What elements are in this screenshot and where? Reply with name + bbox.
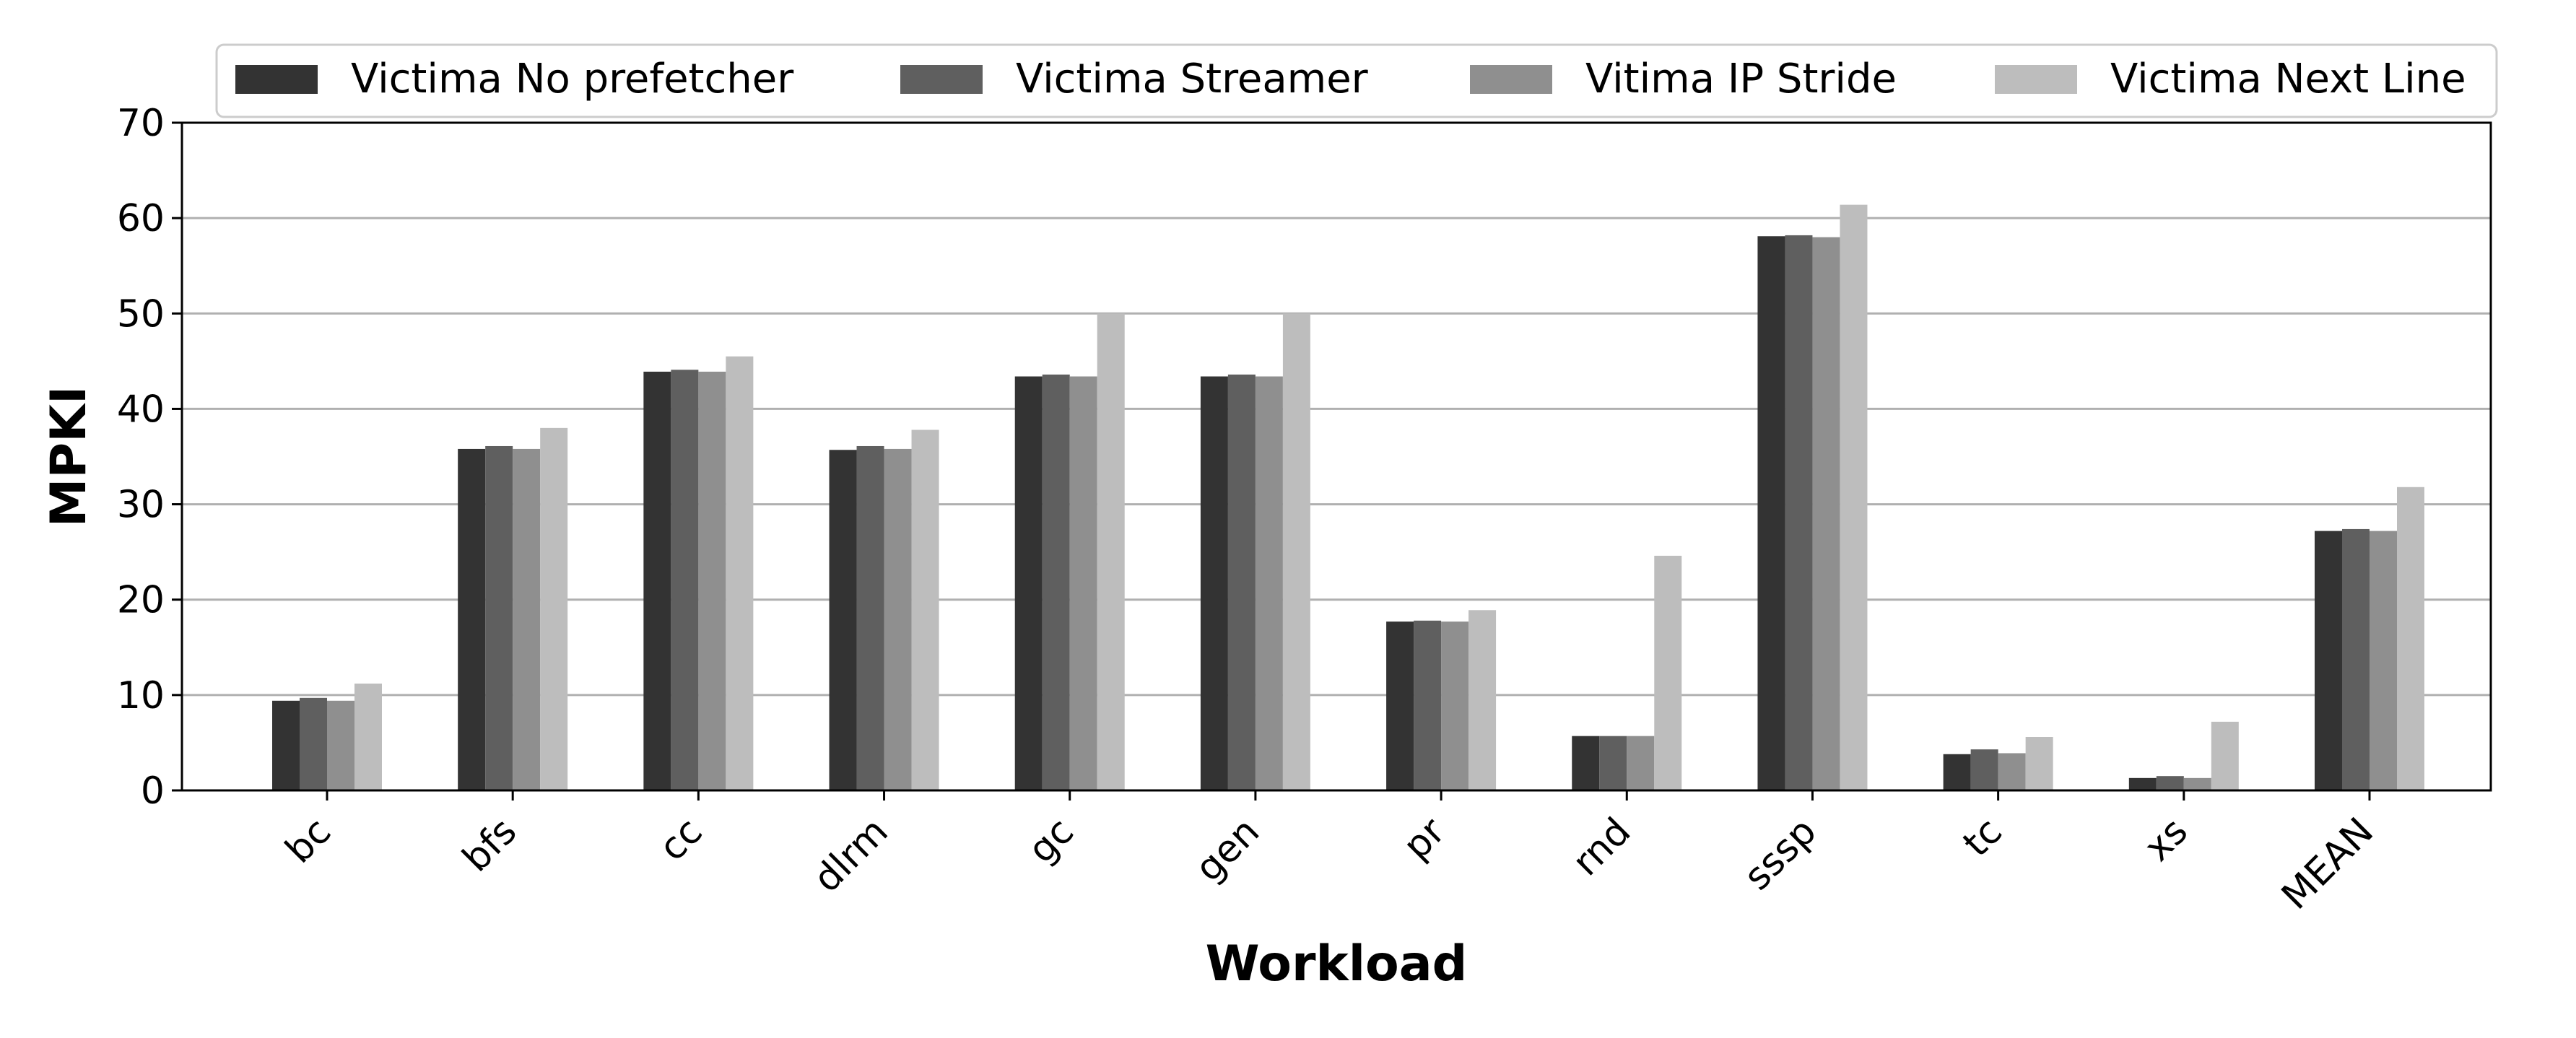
bar — [1014, 376, 1043, 790]
y-tick-label: 60 — [117, 197, 165, 240]
x-tick-label: sssp — [1736, 810, 1824, 899]
bar — [1468, 610, 1497, 790]
bar — [1200, 376, 1228, 790]
legend-label: Vitima IP Stride — [1585, 56, 1897, 103]
bar — [856, 445, 884, 790]
bar — [1757, 236, 1785, 790]
bar — [911, 429, 939, 790]
bar — [2342, 528, 2370, 790]
bar — [1414, 620, 1442, 790]
bar — [1654, 555, 1682, 790]
legend-label: Victima Next Line — [2110, 56, 2466, 103]
x-tick-label: gc — [1020, 810, 1082, 872]
x-tick-label: gen — [1187, 810, 1268, 891]
bar — [485, 445, 513, 790]
plot-frame — [180, 121, 2492, 792]
bars — [272, 204, 2424, 791]
y-tick-label: 70 — [117, 102, 165, 145]
bar — [300, 697, 327, 790]
bar — [2025, 737, 2053, 790]
bar — [643, 371, 671, 790]
x-tick-label: rnd — [1565, 810, 1640, 885]
bar — [513, 448, 541, 790]
legend-label: Victima Streamer — [1016, 56, 1369, 103]
bar — [1998, 753, 2026, 790]
legend-swatch — [1995, 65, 2077, 94]
legend: Victima No prefetcher Victima Streamer Vit… — [215, 43, 2498, 118]
bar — [2397, 487, 2424, 790]
y-axis: 0 10 20 30 40 50 60 70 — [117, 102, 182, 813]
bar — [1812, 237, 1840, 791]
bar — [1069, 376, 1097, 790]
bar — [1097, 313, 1125, 790]
bar — [2128, 777, 2157, 790]
bar — [2211, 721, 2239, 790]
bar — [1970, 749, 1998, 790]
bar — [726, 356, 754, 790]
bar — [327, 700, 354, 790]
x-axis-title: Workload — [1206, 935, 1468, 993]
x-axis: bc bfs cc dlrm gc gen pr rnd sssp tc xs MEAN — [277, 790, 2382, 918]
bar — [1441, 622, 1469, 790]
bar — [354, 684, 382, 790]
y-tick-label: 10 — [117, 674, 165, 718]
bar — [829, 450, 857, 790]
x-tick-label: MEAN — [2273, 810, 2382, 918]
y-tick-label: 30 — [117, 484, 165, 527]
bar — [272, 700, 300, 790]
bar — [540, 427, 568, 790]
bar — [698, 371, 726, 790]
x-tick-label: bfs — [455, 810, 526, 881]
x-tick-label: bc — [277, 810, 339, 872]
bar — [1572, 736, 1600, 790]
legend-swatch — [900, 65, 983, 94]
legend-swatch — [235, 65, 318, 94]
bar — [1282, 313, 1310, 790]
bar — [458, 448, 486, 790]
x-tick-label: pr — [1395, 809, 1453, 868]
y-tick-label: 50 — [117, 292, 165, 336]
legend-swatch — [1470, 65, 1552, 94]
bar — [1255, 376, 1283, 790]
x-tick-label: tc — [1955, 810, 2011, 865]
bar — [1042, 374, 1070, 790]
y-tick-label: 0 — [141, 769, 165, 813]
y-tick-label: 20 — [117, 579, 165, 622]
bar — [1943, 754, 1971, 790]
bar — [1627, 736, 1655, 790]
bar — [2183, 777, 2211, 790]
bar — [1227, 374, 1256, 790]
x-tick-label: dlrm — [805, 810, 896, 901]
bar — [1840, 204, 1868, 791]
bar — [2370, 531, 2397, 790]
bar — [2315, 531, 2342, 790]
x-tick-label: xs — [2136, 810, 2196, 870]
x-tick-label: cc — [651, 810, 711, 870]
y-axis-title: MPKI — [40, 386, 97, 528]
bar — [1386, 622, 1414, 790]
legend-label: Victima No prefetcher — [351, 56, 794, 103]
y-tick-label: 40 — [117, 388, 165, 431]
bar — [1785, 235, 1813, 790]
bar — [1599, 736, 1627, 790]
legend-box — [215, 43, 2498, 118]
bar — [2156, 776, 2184, 790]
bar — [884, 448, 912, 790]
bar — [671, 370, 699, 790]
